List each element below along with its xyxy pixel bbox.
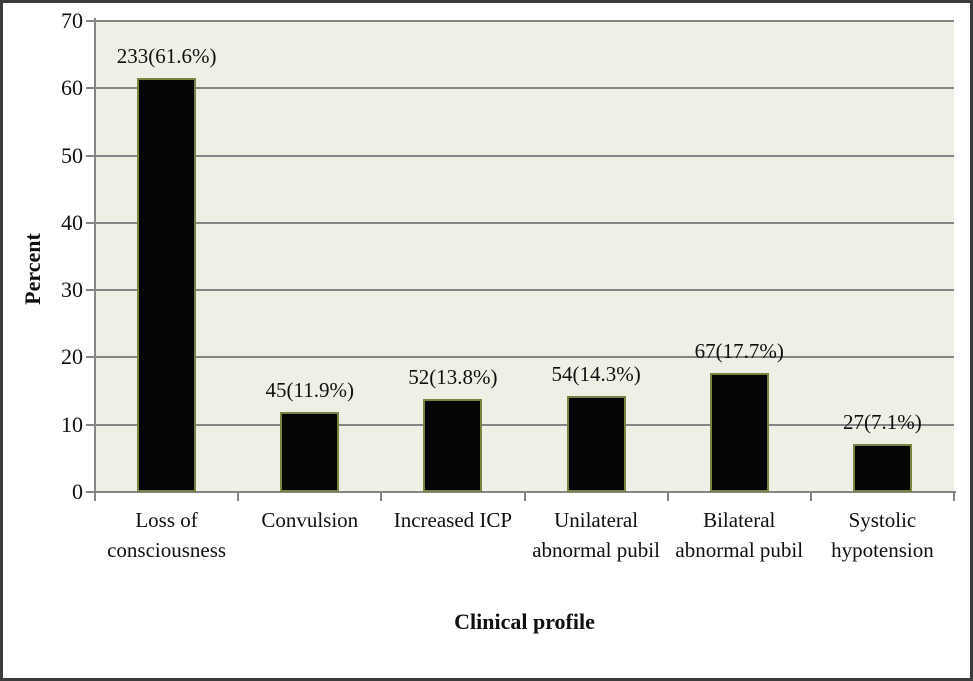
x-tick-0	[94, 492, 96, 501]
bar-1	[137, 77, 197, 492]
y-tick-10	[86, 423, 95, 426]
category-label-5: Bilateral abnormal pubil	[675, 508, 804, 562]
y-tick-label-60: 60	[61, 75, 83, 101]
bar-value-label-5: 67(17.7%)	[694, 338, 784, 363]
y-tick-label-10: 10	[61, 411, 83, 437]
bar-4	[566, 395, 626, 492]
category-label-4: Unilateral abnormal pubil	[532, 508, 660, 562]
y-tick-40	[86, 221, 95, 224]
bar-5	[709, 372, 769, 492]
x-tick-6	[953, 492, 955, 501]
y-tick-label-70: 70	[61, 8, 83, 33]
y-tick-label-0: 0	[72, 479, 83, 504]
category-label-2: Convulsion	[261, 508, 359, 532]
y-tick-label-30: 30	[61, 277, 83, 303]
y-tick-60	[86, 87, 95, 90]
bar-6	[852, 444, 912, 492]
x-tick-5	[809, 492, 812, 501]
y-tick-label-50: 50	[61, 142, 83, 168]
y-tick-30	[86, 289, 95, 292]
y-axis-line	[94, 18, 96, 494]
y-tick-50	[86, 154, 95, 157]
x-tick-4	[666, 492, 669, 501]
y-tick-20	[86, 356, 95, 359]
bar-value-label-1: 233(61.6%)	[116, 43, 217, 68]
gridline-40	[95, 221, 954, 224]
bar-value-label-2: 45(11.9%)	[265, 377, 354, 402]
y-tick-0	[86, 491, 95, 493]
category-label-6: Systolic hypotension	[831, 508, 934, 562]
bar-2	[280, 411, 340, 492]
bar-3	[423, 399, 483, 492]
category-label-3: Increased ICP	[393, 508, 513, 532]
bar-value-label-6: 27(7.1%)	[843, 410, 922, 435]
x-tick-1	[237, 492, 240, 501]
plot-area	[95, 21, 954, 492]
gridline-50	[95, 154, 954, 157]
gridline-60	[95, 87, 954, 90]
x-tick-3	[523, 492, 526, 501]
y-tick-label-20: 20	[61, 344, 83, 370]
gridline-30	[95, 289, 954, 292]
gridline-70	[95, 20, 954, 22]
bar-value-label-4: 54(14.3%)	[551, 361, 641, 386]
x-axis-title: Clinical profile	[454, 609, 595, 634]
x-tick-2	[380, 492, 383, 501]
category-label-1: Loss of consciousness	[107, 508, 227, 562]
gridline-10	[95, 423, 954, 426]
y-tick-label-40: 40	[61, 209, 83, 235]
bar-value-label-3: 52(13.8%)	[408, 365, 498, 390]
y-tick-70	[86, 20, 95, 22]
gridline-20	[95, 356, 954, 359]
